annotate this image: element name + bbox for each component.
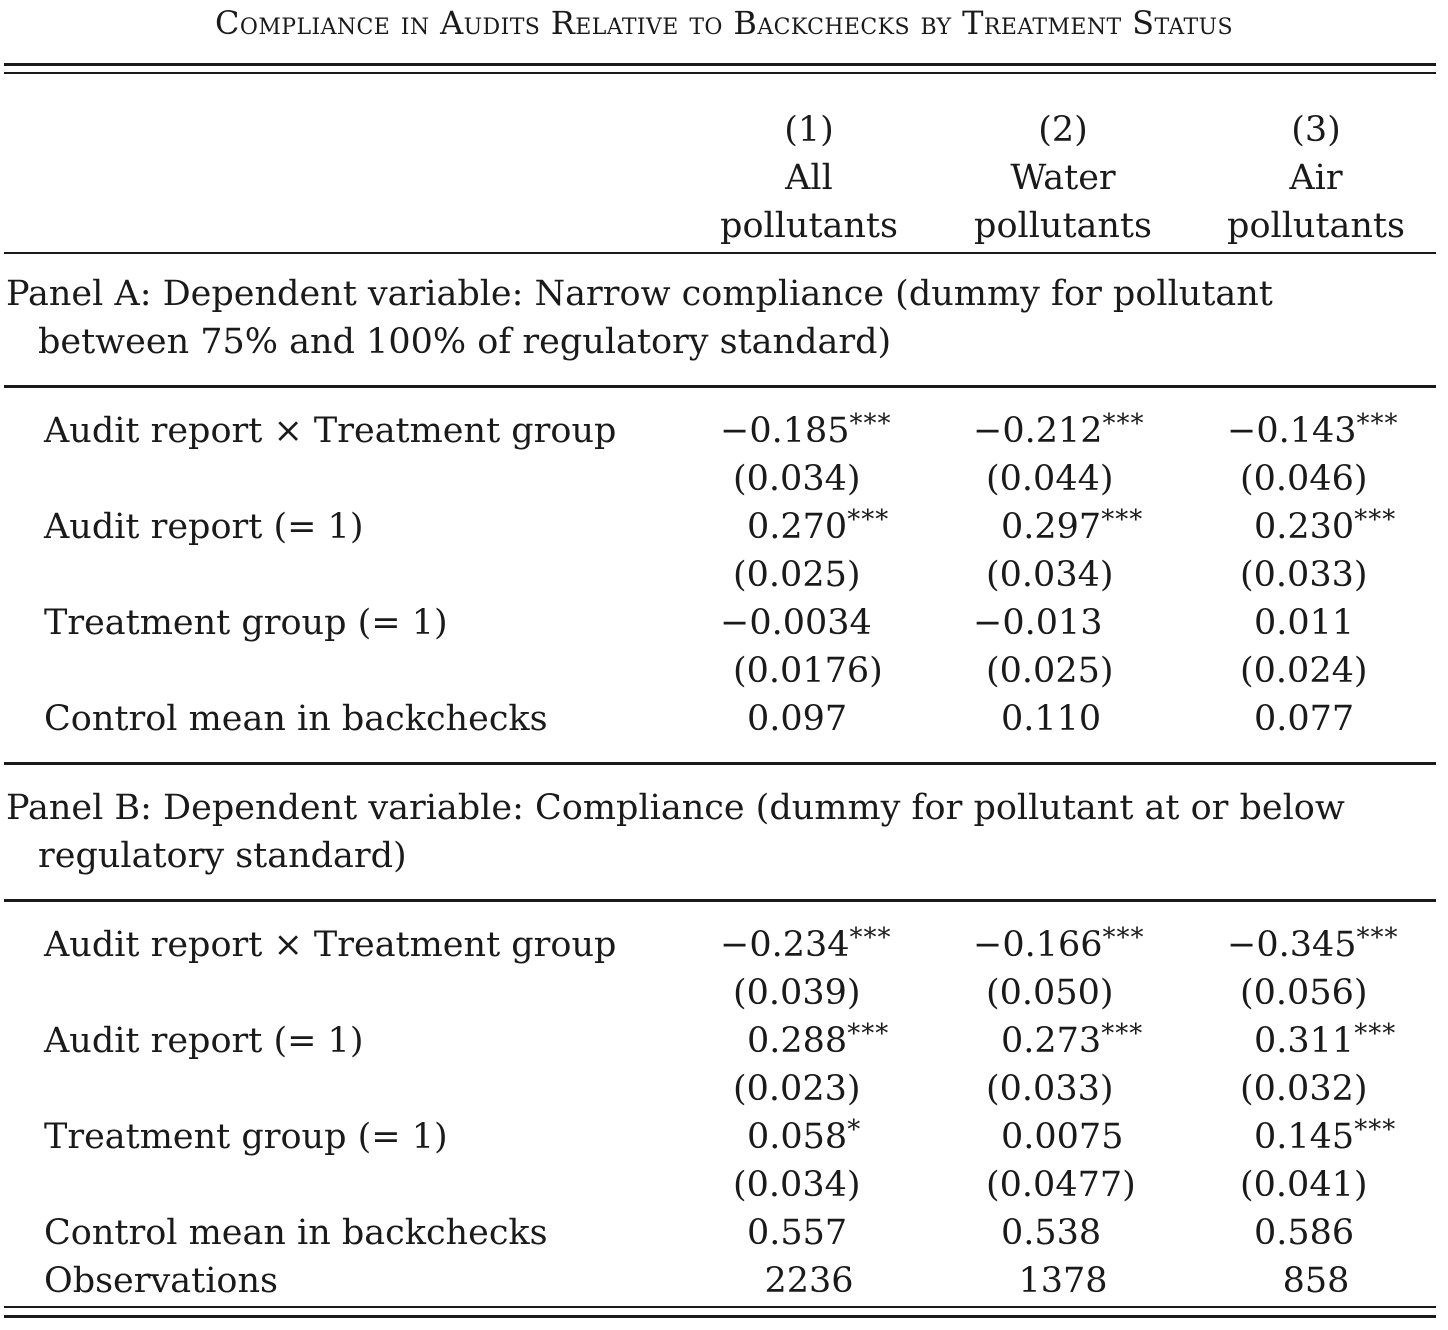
se-cell: (0.044)	[986, 459, 1114, 499]
row-label: Audit report × Treatment group	[44, 925, 617, 965]
significance-stars: ***	[1354, 1115, 1397, 1145]
significance-stars: ***	[1354, 1019, 1397, 1049]
se-cell: (0.0477)	[986, 1165, 1136, 1205]
panel-a-title: Panel A: Dependent variable: Narrow comp…	[6, 270, 1406, 366]
coef-cell: −0.345***	[1227, 923, 1399, 965]
control-mean-value: 0.110	[1001, 699, 1102, 739]
coef-cell: 0.0075	[1001, 1117, 1124, 1157]
se-cell: (0.046)	[1240, 459, 1368, 499]
coef-cell: 0.273***	[1001, 1019, 1144, 1061]
control-mean-label: Control mean in backchecks	[44, 1213, 548, 1253]
coef-cell: 0.270***	[747, 505, 890, 547]
panel-a-title-line2: between 75% and 100% of regulatory stand…	[38, 322, 892, 362]
col1-header-line2: pollutants	[720, 206, 898, 246]
significance-stars: ***	[849, 923, 892, 953]
coef-cell: −0.185***	[720, 409, 892, 451]
col1-number: (1)	[784, 110, 834, 150]
coef-cell: 0.145***	[1254, 1115, 1397, 1157]
se-cell: (0.024)	[1240, 651, 1368, 691]
se-cell: (0.025)	[986, 651, 1114, 691]
significance-stars: ***	[849, 409, 892, 439]
panel-b-top-rule	[4, 762, 1436, 765]
col2-number: (2)	[1038, 110, 1088, 150]
se-cell: (0.0176)	[733, 651, 883, 691]
col2-header-line2: pollutants	[974, 206, 1152, 246]
observations-label: Observations	[44, 1261, 278, 1301]
coef-cell: −0.234***	[720, 923, 892, 965]
se-cell: (0.050)	[986, 973, 1114, 1013]
coef-cell: 0.230***	[1254, 505, 1397, 547]
se-cell: (0.041)	[1240, 1165, 1368, 1205]
coef-cell: −0.013	[973, 603, 1103, 643]
row-label: Audit report (= 1)	[44, 1021, 364, 1061]
control-mean-value: 0.538	[1001, 1213, 1102, 1253]
observations-value: 858	[1282, 1261, 1350, 1301]
col3-header-line1: Air	[1289, 158, 1343, 198]
coef-cell: −0.143***	[1227, 409, 1399, 451]
control-mean-value: 0.586	[1254, 1213, 1355, 1253]
se-cell: (0.023)	[733, 1069, 861, 1109]
row-label: Treatment group (= 1)	[44, 1117, 448, 1157]
significance-stars: ***	[847, 1019, 890, 1049]
significance-stars: ***	[1101, 505, 1144, 535]
significance-stars: ***	[1356, 923, 1399, 953]
coef-cell: −0.212***	[973, 409, 1145, 451]
col3-number: (3)	[1291, 110, 1341, 150]
panel-b-title-line1: Panel B: Dependent variable: Compliance …	[6, 788, 1345, 828]
coef-cell: 0.058*	[747, 1115, 862, 1157]
row-label: Treatment group (= 1)	[44, 603, 448, 643]
significance-stars: ***	[1102, 409, 1145, 439]
row-label: Audit report (= 1)	[44, 507, 364, 547]
observations-value: 2236	[764, 1261, 854, 1301]
significance-stars: *	[847, 1115, 862, 1145]
significance-stars: ***	[1101, 1019, 1144, 1049]
se-cell: (0.033)	[986, 1069, 1114, 1109]
coef-cell: −0.166***	[973, 923, 1145, 965]
coef-cell: −0.0034	[720, 603, 872, 643]
panel-a-title-line1: Panel A: Dependent variable: Narrow comp…	[6, 274, 1273, 314]
coef-cell: 0.297***	[1001, 505, 1144, 547]
panel-a-rule	[4, 385, 1436, 388]
top-rule-inner	[4, 72, 1436, 74]
col2-header-line1: Water	[1010, 158, 1116, 198]
coef-cell: 0.288***	[747, 1019, 890, 1061]
table-title: Compliance in Audits Relative to Backche…	[215, 4, 1233, 42]
control-mean-value: 0.557	[747, 1213, 848, 1253]
se-cell: (0.032)	[1240, 1069, 1368, 1109]
significance-stars: ***	[1102, 923, 1145, 953]
se-cell: (0.034)	[986, 555, 1114, 595]
se-cell: (0.034)	[733, 1165, 861, 1205]
control-mean-value: 0.097	[747, 699, 848, 739]
se-cell: (0.033)	[1240, 555, 1368, 595]
row-label: Audit report × Treatment group	[44, 411, 617, 451]
significance-stars: ***	[847, 505, 890, 535]
panel-b-title: Panel B: Dependent variable: Compliance …	[6, 784, 1406, 880]
observations-value: 1378	[1018, 1261, 1108, 1301]
coef-cell: 0.311***	[1254, 1019, 1397, 1061]
control-mean-label: Control mean in backchecks	[44, 699, 548, 739]
significance-stars: ***	[1356, 409, 1399, 439]
top-rule	[4, 63, 1436, 66]
header-rule	[4, 252, 1436, 254]
significance-stars: ***	[1354, 505, 1397, 535]
se-cell: (0.056)	[1240, 973, 1368, 1013]
col3-header-line2: pollutants	[1227, 206, 1405, 246]
panel-b-rule	[4, 899, 1436, 902]
se-cell: (0.034)	[733, 459, 861, 499]
coef-cell: 0.011	[1254, 603, 1355, 643]
bottom-rule-inner	[4, 1306, 1436, 1308]
se-cell: (0.039)	[733, 973, 861, 1013]
bottom-rule	[4, 1315, 1436, 1318]
panel-b-title-line2: regulatory standard)	[38, 836, 407, 876]
col1-header-line1: All	[785, 158, 833, 198]
control-mean-value: 0.077	[1254, 699, 1355, 739]
se-cell: (0.025)	[733, 555, 861, 595]
